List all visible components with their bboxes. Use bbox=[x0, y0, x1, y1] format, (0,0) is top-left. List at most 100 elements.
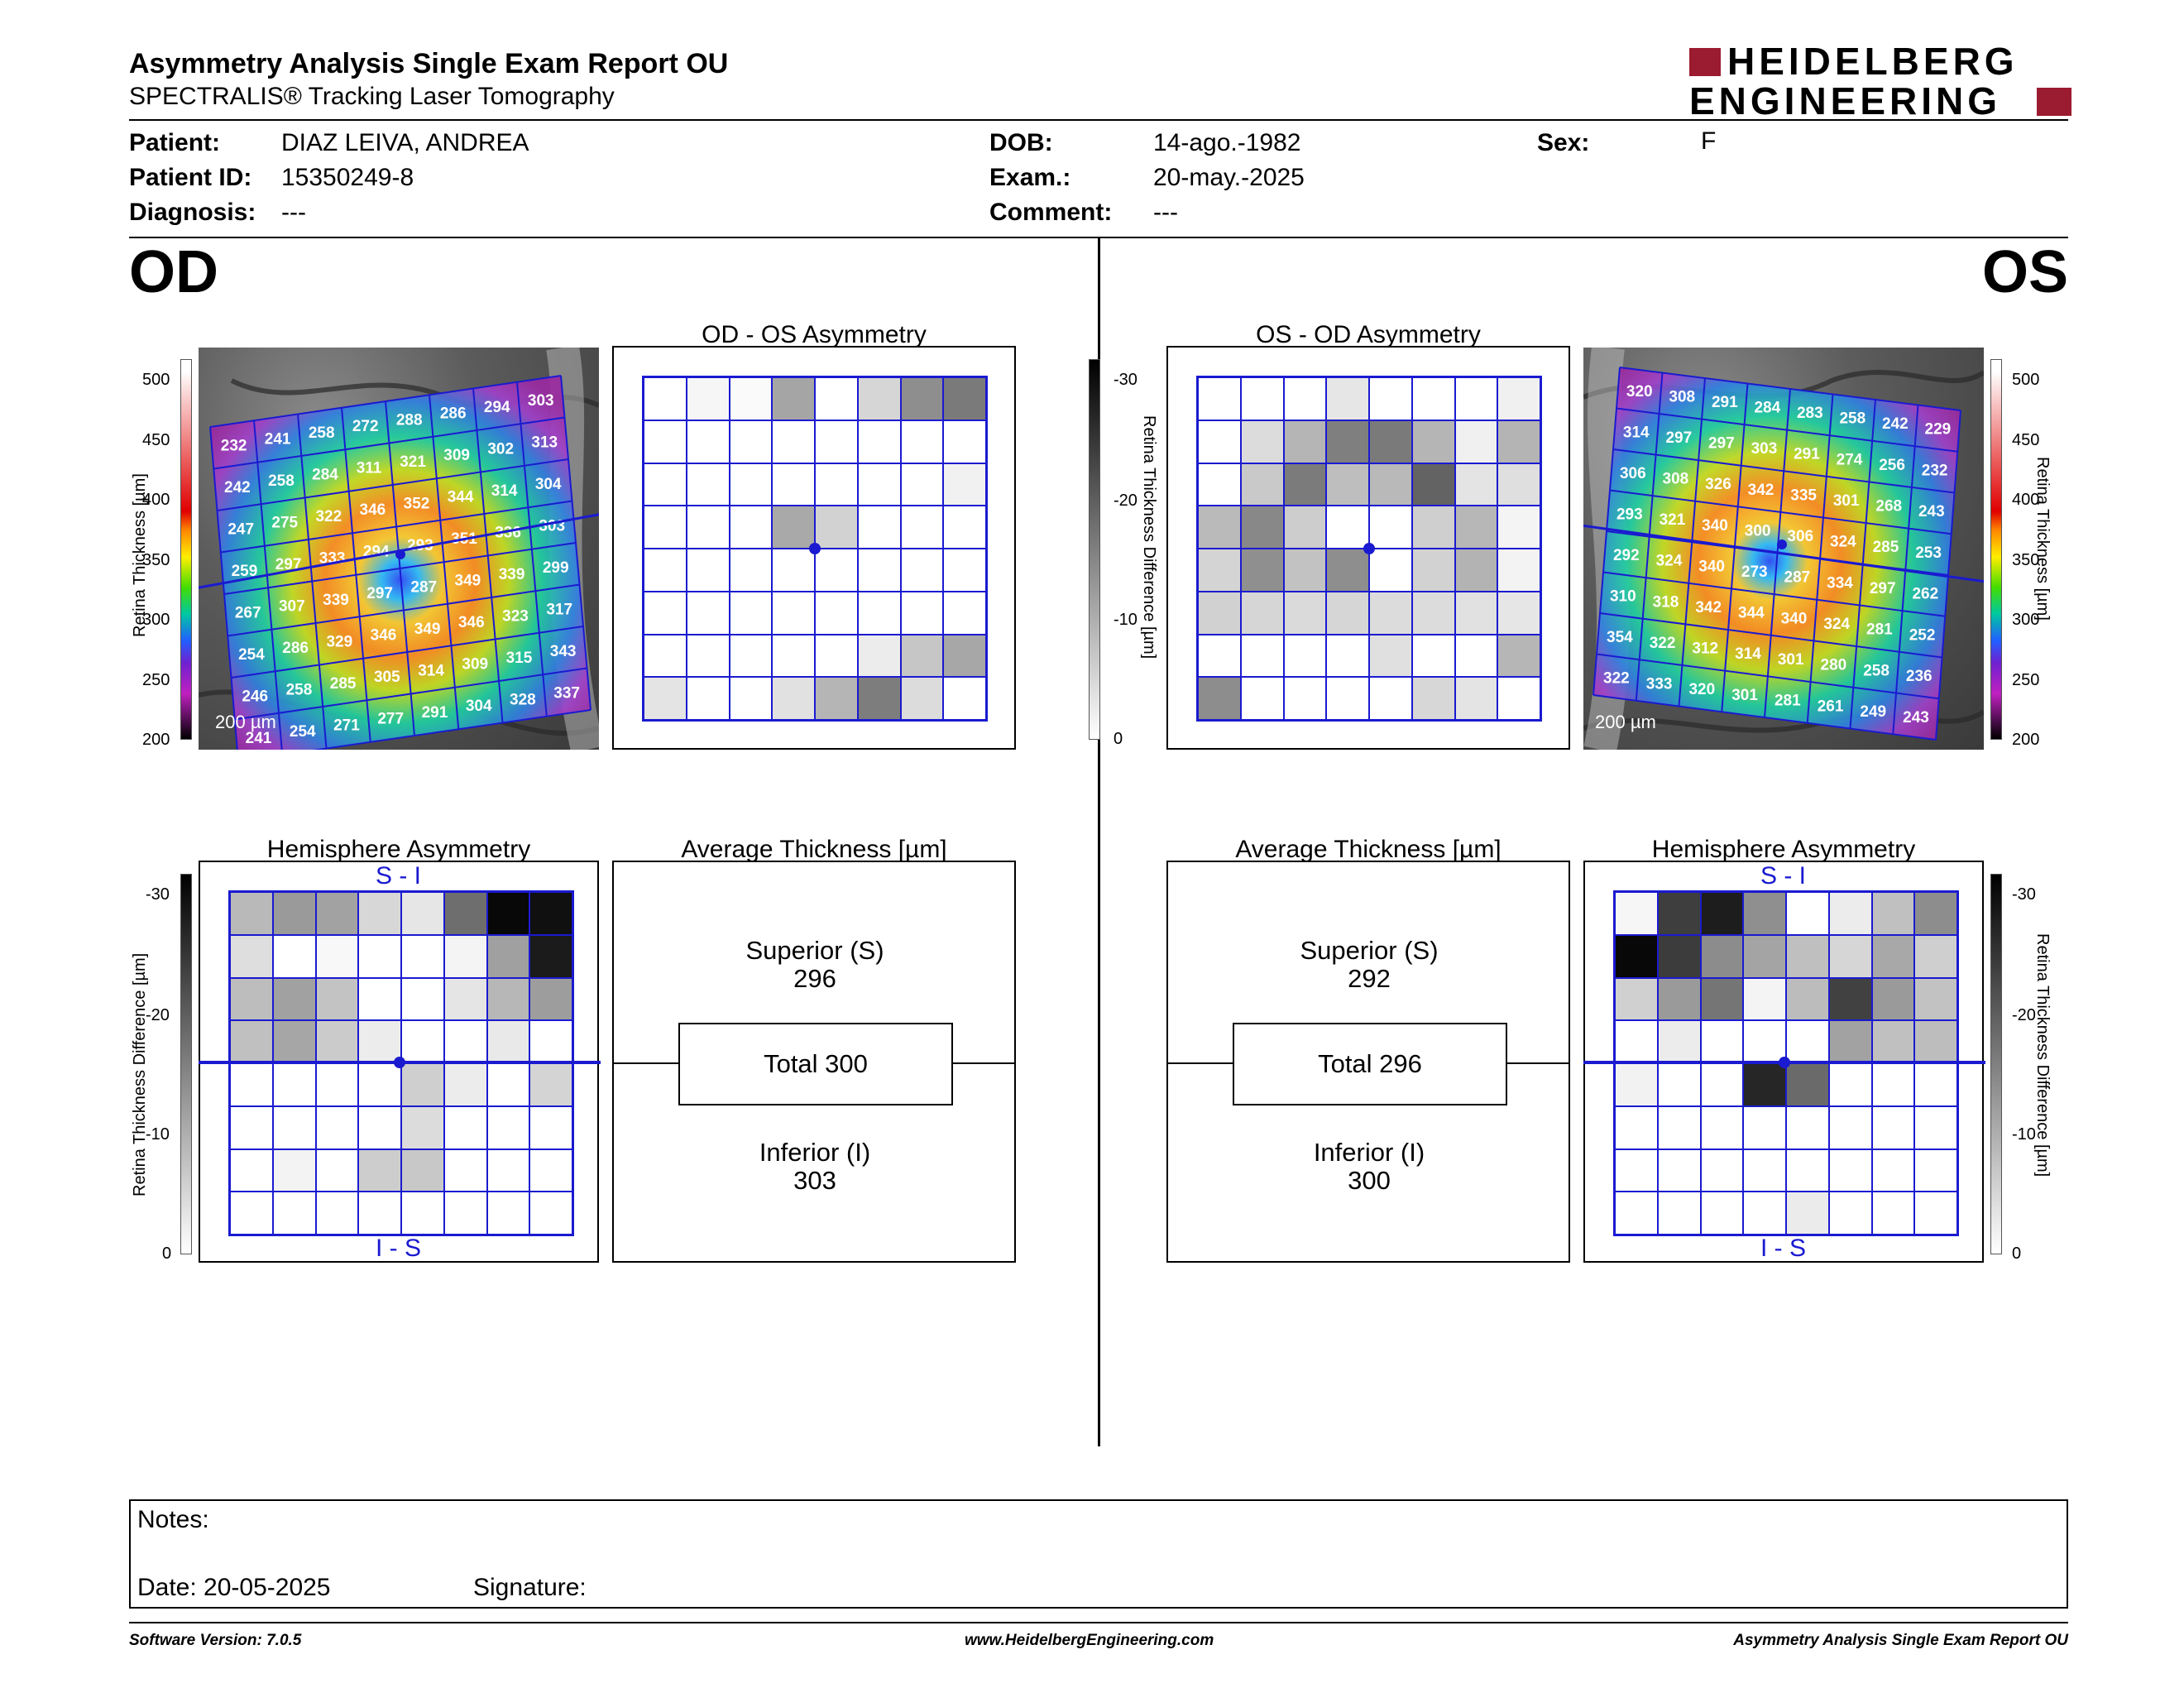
os-asym-cell bbox=[1198, 506, 1241, 549]
os-asym-cell bbox=[1369, 677, 1412, 720]
od-thickness-value: 339 bbox=[323, 592, 349, 609]
footer-version: Software Version: 7.0.5 bbox=[129, 1632, 302, 1649]
od-thickness-value: 323 bbox=[502, 607, 529, 625]
os-asym-cell bbox=[1198, 377, 1241, 420]
os-hemi-cell bbox=[1914, 1020, 1957, 1063]
os-hemi-tick-0: 0 bbox=[2012, 1244, 2022, 1263]
od-hemi-cell bbox=[401, 934, 444, 978]
od-hemi-cell bbox=[272, 1105, 316, 1149]
od-thickness-value: 284 bbox=[312, 466, 338, 483]
os-hemi-cell bbox=[1615, 1020, 1658, 1063]
od-hemi-cell bbox=[230, 1105, 273, 1149]
os-thickness-tick: 450 bbox=[2012, 430, 2040, 449]
os-thickness-value: 306 bbox=[1787, 528, 1813, 545]
od-asym-cell bbox=[900, 463, 944, 506]
od-asym-cell bbox=[644, 634, 687, 678]
os-thickness-value: 258 bbox=[1863, 662, 1889, 679]
od-hemi-cell bbox=[401, 1105, 444, 1149]
os-asym-cell bbox=[1240, 677, 1284, 720]
od-hemi-cell bbox=[443, 1192, 487, 1235]
os-hemi-si-label: S - I bbox=[1760, 862, 1807, 890]
dob-value: 14-ago.-1982 bbox=[1153, 129, 1301, 156]
od-hemi-cell bbox=[486, 1063, 530, 1106]
od-thickness-value: 349 bbox=[455, 573, 481, 590]
os-asym-grid bbox=[1196, 376, 1542, 722]
od-hemi-cell bbox=[486, 934, 530, 978]
od-hemi-tick-30: -30 bbox=[146, 885, 170, 904]
od-hemi-cell bbox=[529, 1020, 572, 1063]
os-asym-cell bbox=[1240, 549, 1284, 592]
od-fundus-image: 232 241 258 272 288 286 294 303 242 258 284 311 321 3… bbox=[199, 348, 599, 750]
os-thickness-value: 285 bbox=[1873, 539, 1899, 556]
os-thickness-map: 320 308 291 284 283 258 242 229 314 297 297 303 291 2… bbox=[1583, 348, 1984, 750]
od-asym-cell bbox=[900, 677, 944, 720]
os-hemi-cell bbox=[1743, 934, 1786, 978]
os-hemi-cell bbox=[1871, 1149, 1915, 1192]
os-asym-cell bbox=[1369, 634, 1412, 678]
os-hemi-cell bbox=[1700, 1149, 1744, 1192]
os-hemi-cell bbox=[1828, 1192, 1872, 1235]
os-asym-cell bbox=[1240, 506, 1284, 549]
od-hemi-cell bbox=[529, 1192, 572, 1235]
os-thickness-value: 229 bbox=[1925, 421, 1952, 439]
od-asym-cell bbox=[772, 634, 815, 678]
os-thickness-value: 256 bbox=[1879, 457, 1905, 474]
exam-value: 20-may.-2025 bbox=[1153, 164, 1305, 191]
os-hemi-cell bbox=[1828, 1105, 1872, 1149]
os-asym-cell bbox=[1326, 634, 1369, 678]
od-hemi-cell bbox=[315, 1105, 359, 1149]
os-thickness-value: 291 bbox=[1712, 394, 1738, 411]
od-grid-line bbox=[516, 381, 548, 717]
od-hemi-cell bbox=[358, 1105, 401, 1149]
os-asym-cell bbox=[1326, 463, 1369, 506]
os-thickness-value: 342 bbox=[1748, 482, 1774, 499]
center-diff-tick-30: -30 bbox=[1114, 371, 1138, 389]
logo-red-square-bottom bbox=[2037, 88, 2071, 116]
os-asym-cell bbox=[1454, 634, 1498, 678]
od-thickness-map: 232 241 258 272 288 286 294 303 242 258 284 311 321 3… bbox=[199, 348, 599, 750]
footer-url[interactable]: www.HeidelbergEngineering.com bbox=[965, 1632, 1214, 1649]
od-asym-cell bbox=[943, 506, 986, 549]
os-hemi-cell bbox=[1914, 1149, 1957, 1192]
os-asym-cell bbox=[1283, 549, 1327, 592]
od-thickness-value: 307 bbox=[279, 598, 305, 616]
od-hemi-cell bbox=[443, 934, 487, 978]
od-thickness-value: 232 bbox=[221, 437, 247, 454]
od-grid-line bbox=[560, 375, 592, 711]
os-asym-cell bbox=[1411, 506, 1455, 549]
os-avg-title: Average Thickness [µm] bbox=[1235, 836, 1502, 863]
od-thickness-value: 272 bbox=[352, 418, 379, 435]
os-thickness-tick: 500 bbox=[2012, 371, 2040, 389]
os-thickness-value: 322 bbox=[1650, 635, 1676, 652]
od-thickness-value: 336 bbox=[495, 524, 521, 541]
od-grid-line bbox=[312, 709, 592, 750]
os-thickness-value: 261 bbox=[1818, 698, 1844, 715]
patient-value: DIAZ LEIVA, ANDREA bbox=[281, 129, 529, 156]
od-hemi-cell bbox=[401, 1020, 444, 1063]
os-asym-cell bbox=[1454, 591, 1498, 635]
od-asym-cell bbox=[900, 591, 944, 635]
logo-line-2: ENGINEERING bbox=[1689, 79, 2002, 122]
os-hemi-grid bbox=[1613, 890, 1959, 1236]
os-asym-cell bbox=[1283, 377, 1327, 420]
os-asym-cell bbox=[1454, 420, 1498, 463]
od-hemi-cell bbox=[401, 977, 444, 1021]
os-hemi-cell bbox=[1700, 934, 1744, 978]
od-hemi-cell bbox=[401, 1149, 444, 1192]
od-avg-title: Average Thickness [µm] bbox=[681, 836, 947, 863]
od-hemi-cell bbox=[230, 977, 273, 1021]
os-thickness-tick: 350 bbox=[2012, 550, 2040, 569]
os-grid-line bbox=[1602, 571, 1946, 617]
od-asym-cell bbox=[815, 506, 858, 549]
od-thickness-value: 246 bbox=[242, 688, 268, 705]
comment-label: Comment: bbox=[989, 199, 1113, 226]
od-asym-cell bbox=[857, 549, 901, 592]
center-diff-tick-10: -10 bbox=[1114, 611, 1138, 629]
os-hemi-fovea-dot bbox=[1779, 1057, 1790, 1068]
od-hemi-cell bbox=[401, 892, 444, 935]
patient-label: Patient: bbox=[129, 129, 221, 156]
os-thickness-value: 243 bbox=[1918, 503, 1945, 520]
os-hemi-cell bbox=[1914, 934, 1957, 978]
os-thickness-value: 258 bbox=[1839, 410, 1866, 428]
od-hemi-si-label: S - I bbox=[376, 862, 422, 890]
